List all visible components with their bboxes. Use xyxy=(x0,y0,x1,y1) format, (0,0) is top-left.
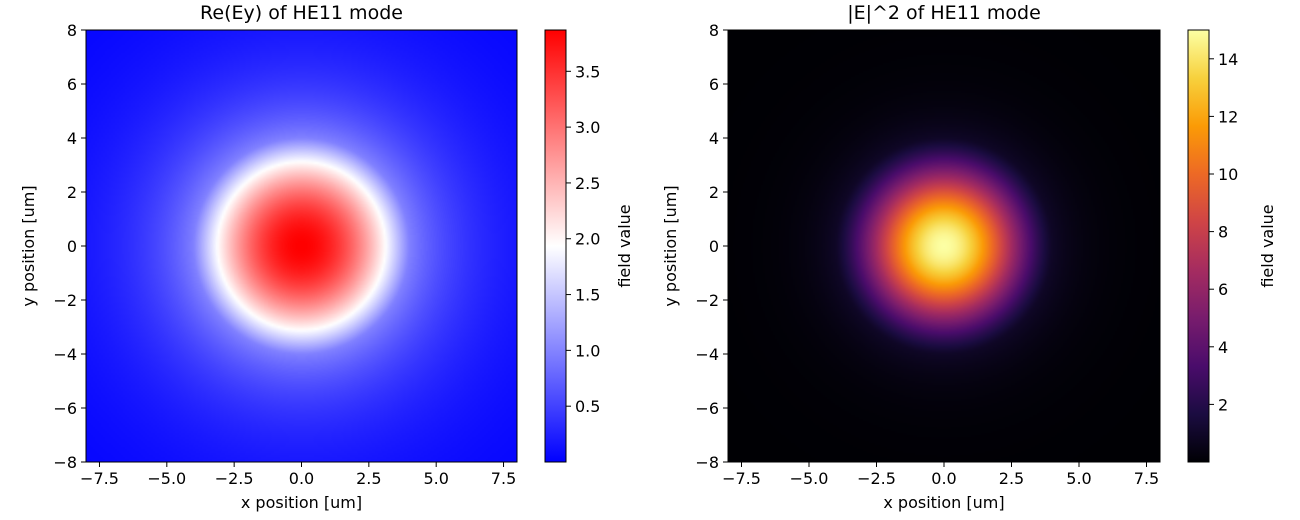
colorbar-tick-label: 8 xyxy=(1218,223,1228,242)
colorbar-tick-label: 4 xyxy=(1218,338,1228,357)
y-tick-label: 2 xyxy=(67,183,77,202)
colorbar-tick-label: 2.0 xyxy=(575,230,600,249)
colorbar-tick-label: 2.5 xyxy=(575,174,600,193)
x-tick-label: 2.5 xyxy=(999,469,1024,488)
x-axis-label: x position [um] xyxy=(883,493,1004,512)
colorbar-tick-label: 3.0 xyxy=(575,118,600,137)
heatmap-image-1 xyxy=(86,30,517,462)
y-tick-label: −8 xyxy=(53,453,77,472)
y-tick-label: 0 xyxy=(67,237,77,256)
x-tick-label: 7.5 xyxy=(491,469,516,488)
x-tick-label: −7.5 xyxy=(722,469,761,488)
y-tick-label: −2 xyxy=(695,291,719,310)
colorbar-tick-label: 6 xyxy=(1218,280,1228,299)
colorbar-1 xyxy=(544,29,567,463)
x-tick-label: 5.0 xyxy=(423,469,448,488)
chart-title: Re(Ey) of HE11 mode xyxy=(200,2,403,24)
chart-title: |E|^2 of HE11 mode xyxy=(847,2,1041,24)
colorbar-tick-label: 1.5 xyxy=(575,286,600,305)
x-tick-label: −5.0 xyxy=(790,469,829,488)
x-tick-label: −2.5 xyxy=(857,469,896,488)
x-tick-label: −5.0 xyxy=(147,469,186,488)
colorbar-tick-label: 0.5 xyxy=(575,397,600,416)
y-tick-label: 4 xyxy=(67,129,77,148)
x-tick-label: 0.0 xyxy=(931,469,956,488)
y-tick-label: −2 xyxy=(53,291,77,310)
y-tick-label: −6 xyxy=(53,399,77,418)
y-tick-label: 8 xyxy=(67,21,77,40)
colorbar-label: field value xyxy=(615,204,634,287)
x-tick-label: 5.0 xyxy=(1066,469,1091,488)
y-tick-label: 4 xyxy=(709,129,719,148)
x-tick-label: 0.0 xyxy=(289,469,314,488)
colorbar-label: field value xyxy=(1258,204,1277,287)
x-tick-label: 7.5 xyxy=(1134,469,1159,488)
colorbar-tick-label: 14 xyxy=(1218,50,1238,69)
y-tick-label: −4 xyxy=(695,345,719,364)
y-axis-label: y position [um] xyxy=(661,185,680,306)
y-tick-label: −4 xyxy=(53,345,77,364)
y-tick-label: −6 xyxy=(695,399,719,418)
x-tick-label: 2.5 xyxy=(356,469,381,488)
y-tick-label: 2 xyxy=(709,183,719,202)
colorbar-tick-label: 10 xyxy=(1218,165,1238,184)
y-axis-label: y position [um] xyxy=(19,185,38,306)
colorbar-tick-label: 2 xyxy=(1218,395,1228,414)
x-tick-label: −2.5 xyxy=(215,469,254,488)
colorbar-tick-label: 1.0 xyxy=(575,341,600,360)
colorbar-tick-label: 3.5 xyxy=(575,62,600,81)
x-tick-label: −7.5 xyxy=(80,469,119,488)
x-axis-label: x position [um] xyxy=(241,493,362,512)
heatmap-image-2 xyxy=(728,30,1160,462)
y-tick-label: 0 xyxy=(709,237,719,256)
colorbar-tick-label: 12 xyxy=(1218,107,1238,126)
y-tick-label: 6 xyxy=(67,75,77,94)
y-tick-label: 8 xyxy=(709,21,719,40)
y-tick-label: −8 xyxy=(695,453,719,472)
y-tick-label: 6 xyxy=(709,75,719,94)
colorbar-2 xyxy=(1187,29,1210,463)
